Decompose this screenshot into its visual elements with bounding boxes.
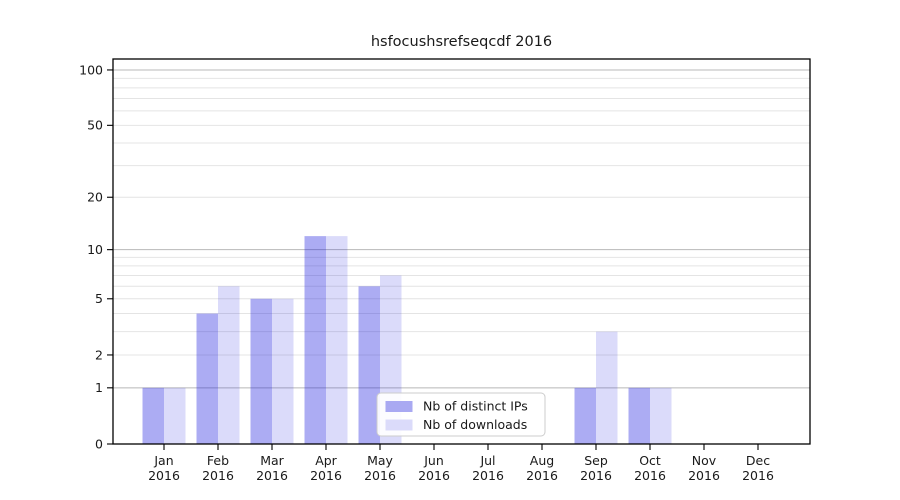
bar-distinct-ips: [304, 236, 326, 444]
y-tick-label: 1: [95, 380, 103, 395]
legend-label-downloads: Nb of downloads: [423, 417, 527, 432]
y-tick-label: 20: [87, 190, 103, 205]
y-tick-label: 2: [95, 347, 103, 362]
bar-distinct-ips: [250, 298, 272, 444]
bar-downloads: [272, 298, 294, 444]
x-tick-label-year: 2016: [364, 468, 396, 483]
x-tick-label-month: Dec: [746, 453, 770, 468]
x-tick-label-month: Jan: [153, 453, 173, 468]
chart-title: hsfocushsrefseqcdf 2016: [370, 34, 553, 50]
bar-downloads: [164, 387, 186, 444]
bar-distinct-ips: [142, 387, 164, 444]
bar-distinct-ips: [358, 286, 380, 444]
bar-downloads: [650, 387, 672, 444]
x-tick-label-month: Jun: [423, 453, 444, 468]
x-tick-label-month: Sep: [584, 453, 608, 468]
bar-distinct-ips: [628, 387, 650, 444]
legend-box: [376, 392, 546, 437]
x-tick-label-year: 2016: [472, 468, 504, 483]
x-tick-label-year: 2016: [688, 468, 720, 483]
x-tick-label-year: 2016: [580, 468, 612, 483]
x-tick-label-month: May: [367, 453, 393, 468]
y-tick-label: 5: [95, 291, 103, 306]
x-tick-label-month: Oct: [639, 453, 661, 468]
legend-swatch-downloads: [385, 419, 413, 431]
plot-frame: [112, 58, 811, 445]
y-tick-label: 10: [87, 242, 103, 257]
bar-distinct-ips: [196, 313, 218, 444]
legend: Nb of distinct IPs Nb of downloads: [376, 392, 546, 437]
legend-swatch-distinct-ips: [385, 401, 413, 412]
bar-distinct-ips: [574, 387, 596, 444]
x-tick-label-month: Aug: [530, 453, 554, 468]
y-tick-label: 0: [95, 436, 103, 451]
x-tick-label-month: Nov: [692, 453, 717, 468]
bar-downloads: [326, 236, 348, 444]
x-tick-label-year: 2016: [256, 468, 288, 483]
x-tick-label-year: 2016: [310, 468, 342, 483]
x-tick-label-month: Mar: [260, 453, 284, 468]
bar-downloads: [218, 286, 240, 444]
x-tick-label-year: 2016: [526, 468, 558, 483]
x-tick-label-year: 2016: [634, 468, 666, 483]
x-tick-label-year: 2016: [202, 468, 234, 483]
y-tick-label: 100: [79, 62, 103, 77]
x-tick-label-year: 2016: [742, 468, 774, 483]
legend-label-distinct-ips: Nb of distinct IPs: [423, 399, 528, 414]
x-tick-label-year: 2016: [148, 468, 180, 483]
y-tick-label: 50: [87, 118, 103, 133]
x-tick-label-month: Feb: [207, 453, 229, 468]
x-tick-label-month: Jul: [479, 453, 495, 468]
x-tick-label-year: 2016: [418, 468, 450, 483]
x-tick-label-month: Apr: [315, 453, 337, 468]
bar-downloads: [596, 331, 618, 444]
